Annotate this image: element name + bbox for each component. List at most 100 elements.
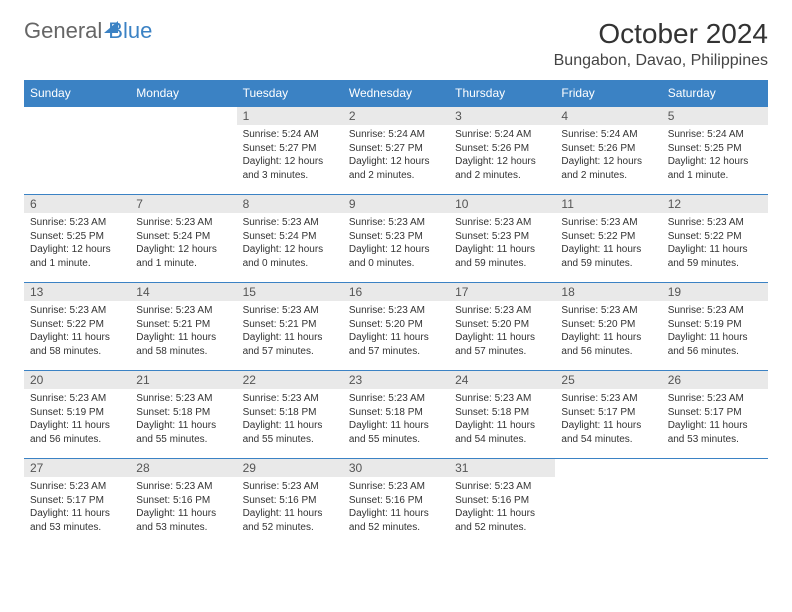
sunset-text: Sunset: 5:22 PM xyxy=(30,318,124,332)
day-number: 19 xyxy=(662,283,768,301)
daylight-text: Daylight: 11 hours and 59 minutes. xyxy=(561,243,655,270)
sunset-text: Sunset: 5:17 PM xyxy=(561,406,655,420)
day-number: 18 xyxy=(555,283,661,301)
day-number: 30 xyxy=(343,459,449,477)
sunrise-text: Sunrise: 5:23 AM xyxy=(136,392,230,406)
daylight-text: Daylight: 11 hours and 55 minutes. xyxy=(243,419,337,446)
calendar-cell: 11 Sunrise: 5:23 AMSunset: 5:22 PMDayligh… xyxy=(555,195,661,283)
sunrise-text: Sunrise: 5:23 AM xyxy=(561,216,655,230)
daylight-text: Daylight: 12 hours and 0 minutes. xyxy=(243,243,337,270)
day-number: 31 xyxy=(449,459,555,477)
day-number: 14 xyxy=(130,283,236,301)
calendar-week: 20Sunrise: 5:23 AMSunset: 5:19 PMDayligh… xyxy=(24,371,768,459)
sunrise-text: Sunrise: 5:23 AM xyxy=(349,480,443,494)
calendar-cell: 12Sunrise: 5:23 AMSunset: 5:22 PMDayligh… xyxy=(662,195,768,283)
day-header: Tuesday xyxy=(237,80,343,107)
daylight-text: Daylight: 12 hours and 2 minutes. xyxy=(561,155,655,182)
daylight-text: Daylight: 12 hours and 2 minutes. xyxy=(349,155,443,182)
day-number: 12 xyxy=(662,195,768,213)
sunset-text: Sunset: 5:16 PM xyxy=(243,494,337,508)
daylight-text: Daylight: 12 hours and 1 minute. xyxy=(136,243,230,270)
calendar-cell: 19Sunrise: 5:23 AMSunset: 5:19 PMDayligh… xyxy=(662,283,768,371)
day-number: 5 xyxy=(662,107,768,125)
sunset-text: Sunset: 5:17 PM xyxy=(30,494,124,508)
daylight-text: Daylight: 12 hours and 2 minutes. xyxy=(455,155,549,182)
calendar-cell: 13Sunrise: 5:23 AMSunset: 5:22 PMDayligh… xyxy=(24,283,130,371)
daylight-text: Daylight: 12 hours and 1 minute. xyxy=(668,155,762,182)
day-detail: Sunrise: 5:23 AMSunset: 5:18 PMDaylight:… xyxy=(343,389,449,450)
day-detail: Sunrise: 5:23 AMSunset: 5:16 PMDaylight:… xyxy=(343,477,449,538)
calendar-cell: 2Sunrise: 5:24 AMSunset: 5:27 PMDaylight… xyxy=(343,107,449,195)
day-number: 25 xyxy=(555,371,661,389)
calendar-week: 6Sunrise: 5:23 AMSunset: 5:25 PMDaylight… xyxy=(24,195,768,283)
sunset-text: Sunset: 5:18 PM xyxy=(243,406,337,420)
logo: General Blue xyxy=(24,18,152,44)
day-detail: Sunrise: 5:23 AMSunset: 5:17 PMDaylight:… xyxy=(662,389,768,450)
logo-text-general: General xyxy=(24,18,102,44)
page-subtitle: Bungabon, Davao, Philippines xyxy=(554,52,768,70)
sunrise-text: Sunrise: 5:23 AM xyxy=(455,216,549,230)
sunrise-text: Sunrise: 5:23 AM xyxy=(668,304,762,318)
daylight-text: Daylight: 11 hours and 53 minutes. xyxy=(30,507,124,534)
sunset-text: Sunset: 5:27 PM xyxy=(243,142,337,156)
day-number: 26 xyxy=(662,371,768,389)
sunrise-text: Sunrise: 5:23 AM xyxy=(561,304,655,318)
daylight-text: Daylight: 12 hours and 3 minutes. xyxy=(243,155,337,182)
sunset-text: Sunset: 5:20 PM xyxy=(561,318,655,332)
calendar-cell: 6Sunrise: 5:23 AMSunset: 5:25 PMDaylight… xyxy=(24,195,130,283)
calendar-week: 13Sunrise: 5:23 AMSunset: 5:22 PMDayligh… xyxy=(24,283,768,371)
day-header-row: Sunday Monday Tuesday Wednesday Thursday… xyxy=(24,80,768,107)
calendar-cell: 23Sunrise: 5:23 AMSunset: 5:18 PMDayligh… xyxy=(343,371,449,459)
daylight-text: Daylight: 11 hours and 56 minutes. xyxy=(30,419,124,446)
calendar-cell: 10Sunrise: 5:23 AMSunset: 5:23 PMDayligh… xyxy=(449,195,555,283)
daylight-text: Daylight: 11 hours and 52 minutes. xyxy=(349,507,443,534)
daylight-text: Daylight: 11 hours and 56 minutes. xyxy=(561,331,655,358)
sunrise-text: Sunrise: 5:23 AM xyxy=(30,216,124,230)
sunrise-text: Sunrise: 5:23 AM xyxy=(668,216,762,230)
daylight-text: Daylight: 11 hours and 58 minutes. xyxy=(30,331,124,358)
sunrise-text: Sunrise: 5:23 AM xyxy=(136,304,230,318)
calendar-cell: 8Sunrise: 5:23 AMSunset: 5:24 PMDaylight… xyxy=(237,195,343,283)
sunrise-text: Sunrise: 5:23 AM xyxy=(455,304,549,318)
day-number: 11 xyxy=(555,195,661,213)
day-header: Monday xyxy=(130,80,236,107)
sunset-text: Sunset: 5:25 PM xyxy=(30,230,124,244)
sunset-text: Sunset: 5:20 PM xyxy=(455,318,549,332)
sunrise-text: Sunrise: 5:23 AM xyxy=(349,304,443,318)
sunset-text: Sunset: 5:17 PM xyxy=(668,406,762,420)
calendar-cell: 28Sunrise: 5:23 AMSunset: 5:16 PMDayligh… xyxy=(130,459,236,547)
day-number: 20 xyxy=(24,371,130,389)
calendar-cell: 24Sunrise: 5:23 AMSunset: 5:18 PMDayligh… xyxy=(449,371,555,459)
calendar-table: Sunday Monday Tuesday Wednesday Thursday… xyxy=(24,80,768,547)
sunset-text: Sunset: 5:22 PM xyxy=(561,230,655,244)
calendar-cell xyxy=(24,107,130,195)
daylight-text: Daylight: 12 hours and 1 minute. xyxy=(30,243,124,270)
sunrise-text: Sunrise: 5:24 AM xyxy=(349,128,443,142)
sunset-text: Sunset: 5:26 PM xyxy=(455,142,549,156)
day-detail: Sunrise: 5:23 AMSunset: 5:16 PMDaylight:… xyxy=(130,477,236,538)
daylight-text: Daylight: 11 hours and 54 minutes. xyxy=(561,419,655,446)
day-detail: Sunrise: 5:23 AMSunset: 5:16 PMDaylight:… xyxy=(449,477,555,538)
calendar-cell: 30Sunrise: 5:23 AMSunset: 5:16 PMDayligh… xyxy=(343,459,449,547)
day-detail: Sunrise: 5:23 AMSunset: 5:25 PMDaylight:… xyxy=(24,213,130,274)
sunrise-text: Sunrise: 5:23 AM xyxy=(30,480,124,494)
daylight-text: Daylight: 11 hours and 55 minutes. xyxy=(349,419,443,446)
sunrise-text: Sunrise: 5:24 AM xyxy=(561,128,655,142)
day-number: 22 xyxy=(237,371,343,389)
day-detail: Sunrise: 5:23 AMSunset: 5:23 PMDaylight:… xyxy=(343,213,449,274)
day-number: 1 xyxy=(237,107,343,125)
daylight-text: Daylight: 11 hours and 57 minutes. xyxy=(455,331,549,358)
logo-text-blue: Blue xyxy=(108,18,152,44)
daylight-text: Daylight: 11 hours and 53 minutes. xyxy=(136,507,230,534)
calendar-cell xyxy=(555,459,661,547)
daylight-text: Daylight: 11 hours and 57 minutes. xyxy=(243,331,337,358)
sunrise-text: Sunrise: 5:23 AM xyxy=(455,392,549,406)
calendar-cell: 5Sunrise: 5:24 AMSunset: 5:25 PMDaylight… xyxy=(662,107,768,195)
sunrise-text: Sunrise: 5:23 AM xyxy=(243,392,337,406)
day-number: 21 xyxy=(130,371,236,389)
day-detail: Sunrise: 5:23 AMSunset: 5:21 PMDaylight:… xyxy=(130,301,236,362)
day-detail: Sunrise: 5:24 AMSunset: 5:27 PMDaylight:… xyxy=(343,125,449,186)
calendar-cell: 3Sunrise: 5:24 AMSunset: 5:26 PMDaylight… xyxy=(449,107,555,195)
calendar-cell xyxy=(130,107,236,195)
day-detail: Sunrise: 5:23 AMSunset: 5:21 PMDaylight:… xyxy=(237,301,343,362)
